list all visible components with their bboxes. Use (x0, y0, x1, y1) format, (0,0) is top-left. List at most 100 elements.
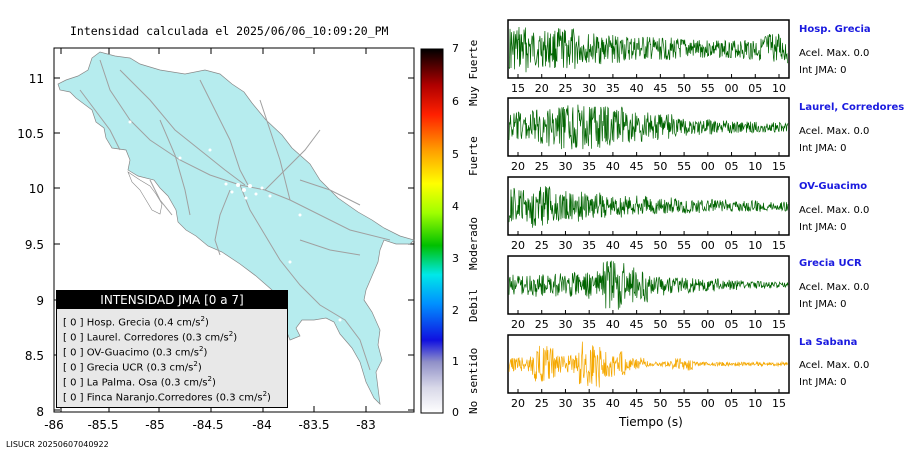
time-tick-label: 40 (630, 82, 644, 95)
time-tick-label: 25 (535, 160, 549, 173)
time-tick-label: 40 (606, 397, 620, 410)
station-intensity: Int JMA: 0 (799, 377, 847, 388)
lat-tick: 9.5 (24, 238, 44, 252)
legend-row: [ 0 ] Grecia UCR (0.3 cm/s2) (63, 360, 202, 374)
legend-row: [ 0 ] La Palma. Osa (0.3 cm/s2) (63, 375, 216, 389)
time-tick-label: 35 (582, 239, 596, 252)
time-tick-label: 45 (653, 82, 667, 95)
footer-id: LISUCR 20250607040922 (6, 440, 109, 449)
station-name: La Sabana (799, 337, 858, 348)
station-accel: Acel. Max. 0.0 (799, 360, 870, 371)
time-tick-label: 00 (701, 160, 715, 173)
time-tick-label: 45 (630, 160, 644, 173)
station-intensity: Int JMA: 0 (799, 143, 847, 154)
time-tick-label: 10 (748, 239, 762, 252)
time-tick-label: 05 (725, 318, 739, 331)
colorbar-category: Debil (467, 288, 480, 322)
lon-tick: -85 (145, 418, 165, 432)
time-tick-label: 50 (653, 318, 667, 331)
time-tick-label: 20 (535, 82, 549, 95)
road-network (79, 59, 391, 371)
seismogram-trace (508, 260, 789, 310)
colorbar-tick: 4 (452, 200, 459, 213)
station-accel: Acel. Max. 0.0 (799, 205, 870, 216)
time-tick-label: 40 (606, 239, 620, 252)
seismogram-trace (508, 186, 789, 228)
colorbar-tick: 0 (452, 406, 459, 419)
time-tick-label: 25 (535, 397, 549, 410)
colorbar-category: Muy Fuerte (467, 39, 480, 106)
time-tick-label: 35 (582, 318, 596, 331)
time-tick-label: 50 (677, 82, 691, 95)
lon-tick: -83 (356, 418, 376, 432)
station-intensity: Int JMA: 0 (799, 222, 847, 233)
colorbar-tick: 7 (452, 42, 459, 55)
seismogram-trace (508, 104, 789, 150)
map-title: Intensidad calculada el 2025/06/06_10:09… (70, 24, 389, 38)
time-tick-label: 55 (677, 239, 691, 252)
time-tick-label: 30 (558, 397, 572, 410)
time-tick-label: 10 (748, 397, 762, 410)
colorbar-category: Fuerte (467, 136, 480, 176)
legend-title: INTENSIDAD JMA [0 a 7] (57, 291, 287, 309)
intensity-legend: INTENSIDAD JMA [0 a 7] [ 0 ] Hosp. Greci… (56, 290, 288, 408)
time-tick-label: 35 (582, 160, 596, 173)
colorbar-tick: 5 (452, 148, 459, 161)
station-accel: Acel. Max. 0.0 (799, 282, 870, 293)
station-accel: Acel. Max. 0.0 (799, 48, 870, 59)
time-tick-label: 30 (558, 239, 572, 252)
time-tick-label: 40 (606, 318, 620, 331)
colorbar-tick: 3 (452, 252, 459, 265)
time-tick-label: 40 (606, 160, 620, 173)
station-accel: Acel. Max. 0.0 (799, 126, 870, 137)
lat-tick: 10.5 (17, 127, 44, 141)
station-name: Grecia UCR (799, 258, 862, 269)
time-tick-label: 00 (725, 82, 739, 95)
time-tick-label: 00 (701, 318, 715, 331)
colorbar-category: No sentido (467, 347, 480, 414)
legend-row: [ 0 ] Laurel. Corredores (0.3 cm/s2) (63, 330, 238, 344)
colorbar-tick: 2 (452, 304, 459, 317)
seismogram-trace (508, 26, 789, 73)
time-tick-label: 25 (558, 82, 572, 95)
colorbar-tick: 6 (452, 95, 459, 108)
time-tick-label: 05 (725, 239, 739, 252)
time-tick-label: 00 (701, 239, 715, 252)
seismogram-panels: 15 20 25 30 35 40 45 50 55 00 05 10 20 25 30 35 40 45 50 55… (507, 19, 790, 410)
lat-tick: 9 (36, 294, 44, 308)
lon-tick: -84.5 (192, 418, 224, 432)
time-tick-label: 30 (558, 160, 572, 173)
time-tick-label: 20 (511, 160, 525, 173)
time-tick-label: 25 (535, 239, 549, 252)
time-tick-label: 50 (653, 160, 667, 173)
time-axis-label: Tiempo (s) (619, 415, 683, 429)
colorbar-tick: 1 (452, 355, 459, 368)
station-name: OV-Guacimo (799, 181, 868, 192)
time-tick-label: 25 (535, 318, 549, 331)
time-tick-label: 35 (582, 397, 596, 410)
time-tick-label: 10 (772, 82, 786, 95)
time-tick-label: 20 (511, 239, 525, 252)
time-tick-label: 05 (725, 160, 739, 173)
time-tick-label: 15 (772, 239, 786, 252)
time-tick-label: 20 (511, 397, 525, 410)
legend-row: [ 0 ] OV-Guacimo (0.3 cm/s2) (63, 345, 208, 359)
lon-tick: -86 (44, 418, 64, 432)
time-tick-label: 55 (677, 397, 691, 410)
time-tick-label: 10 (748, 318, 762, 331)
time-tick-label: 15 (772, 160, 786, 173)
time-tick-label: 15 (511, 82, 525, 95)
lat-tick: 11 (28, 72, 44, 86)
time-tick-label: 15 (772, 318, 786, 331)
time-tick-label: 10 (748, 160, 762, 173)
time-tick-label: 05 (725, 397, 739, 410)
time-tick-label: 15 (772, 397, 786, 410)
intensity-colorbar (420, 48, 444, 414)
nicoya-gulf-water (127, 171, 163, 215)
time-tick-label: 30 (558, 318, 572, 331)
station-intensity: Int JMA: 0 (799, 299, 847, 310)
time-tick-label: 30 (582, 82, 596, 95)
station-name: Hosp. Grecia (799, 24, 871, 35)
time-tick-label: 35 (606, 82, 620, 95)
seismogram-trace (508, 341, 789, 388)
